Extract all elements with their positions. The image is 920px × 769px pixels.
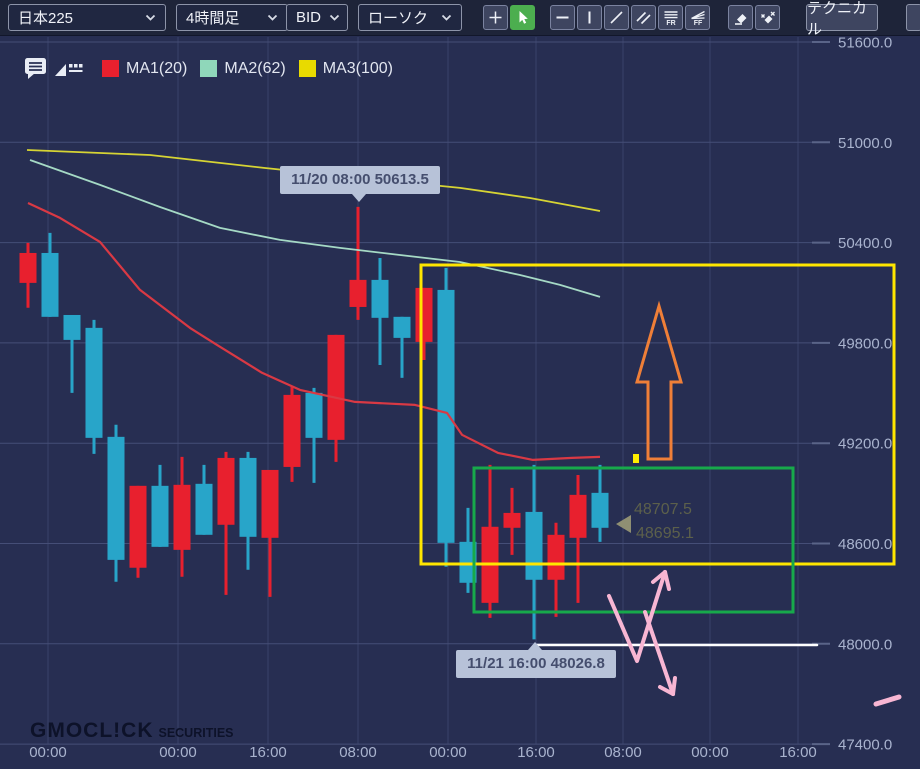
y-axis-label: 51600.0 (838, 35, 892, 52)
legend-swatch-ma1 (102, 60, 119, 77)
fibonacci-retracement-tool[interactable]: FR (658, 5, 683, 30)
drawing-toolbar: FR FF (483, 5, 782, 30)
svg-text:FF: FF (693, 20, 702, 26)
x-axis-label: 00:00 (691, 744, 729, 761)
drawing-yellow-dot (633, 454, 639, 463)
legend-item-ma1[interactable]: MA1(20) (102, 60, 187, 78)
chevron-down-icon (441, 14, 452, 21)
svg-text:FR: FR (666, 20, 675, 26)
timeframe-select[interactable]: 4時間足 (176, 4, 288, 31)
technical-indicators-button[interactable]: テクニカル (806, 0, 878, 38)
parallel-lines-tool[interactable] (631, 5, 656, 30)
chart-type-select[interactable]: ローソク (358, 4, 462, 31)
legend-swatch-ma3 (298, 60, 316, 77)
vertical-line-tool[interactable] (577, 5, 602, 30)
legend-item-ma2[interactable]: MA2(62) (200, 59, 286, 78)
chart-toolbar: 日本225 4時間足 BID ローソク FR FF テクニカル (0, 0, 920, 38)
eraser-tool[interactable] (728, 5, 753, 30)
drawing-lower-box (472, 466, 795, 614)
chart-type-select-value: ローソク (368, 10, 429, 27)
axis-labels-layer: 51600.0 51000.0 50400.0 49800.0 49200.0 48600… (29, 35, 892, 762)
data-tooltip-high: 11/20 08:00 50613.5 (280, 166, 440, 202)
price-type-select-value: BID (296, 9, 322, 26)
drawing-pink-dash (873, 694, 902, 707)
y-axis-label: 51000.0 (838, 135, 892, 152)
drawing-tools-icon[interactable] (54, 60, 83, 78)
legend-label-ma1: MA1(20) (126, 59, 188, 77)
legend-label-ma2: MA2(62) (224, 59, 286, 77)
clipped-toolbar-button[interactable] (906, 4, 920, 31)
y-axis-label: 48000.0 (838, 636, 892, 653)
clear-all-tool[interactable] (755, 5, 780, 30)
current-price-arrow (616, 515, 631, 533)
x-axis-label: 08:00 (339, 744, 377, 761)
chevron-down-icon (145, 14, 156, 21)
symbol-select[interactable]: 日本225 (8, 4, 166, 31)
price-type-select[interactable]: BID (286, 4, 348, 31)
horizontal-line-tool[interactable] (550, 5, 575, 30)
comment-bubble-icon[interactable] (24, 57, 48, 80)
legend-swatch-ma2 (200, 60, 218, 77)
timeframe-select-value: 4時間足 (186, 10, 240, 27)
y-axis-label: 48600.0 (838, 536, 892, 553)
chevron-down-icon (267, 14, 278, 21)
ma2-line (29, 159, 601, 298)
legend-item-ma3[interactable]: MA3(100) (298, 59, 393, 78)
drawing-pink-down-arrow (643, 610, 675, 696)
current-ask-price: 48707.5 (634, 501, 692, 518)
x-axis-label: 00:00 (159, 744, 197, 761)
data-tooltip-low: 11/21 16:00 48026.8 (456, 642, 616, 678)
x-axis-label: 16:00 (779, 744, 817, 761)
y-axis-label: 49800.0 (838, 335, 892, 352)
chart-legend: MA1(20) MA2(62) MA3(100) (24, 57, 393, 80)
x-axis-label: 00:00 (429, 744, 467, 761)
brand-logo-suffix: SECURITIES (158, 726, 234, 740)
grid-layer (0, 37, 830, 746)
drawings-layer (419, 263, 902, 707)
legend-label-ma3: MA3(100) (322, 59, 393, 77)
ma1-line (27, 202, 601, 461)
x-axis-label: 00:00 (29, 744, 67, 761)
current-bid-price: 48695.1 (636, 525, 694, 542)
x-axis-label: 16:00 (517, 744, 555, 761)
cursor-tool[interactable] (510, 5, 535, 30)
fibonacci-fan-tool[interactable]: FF (685, 5, 710, 30)
drawing-up-arrow (635, 300, 683, 461)
candles-layer (19, 206, 609, 640)
brand-logo-text: GMOCL!CK (30, 719, 154, 742)
crosshair-tool[interactable] (483, 5, 508, 30)
chevron-down-icon (329, 14, 340, 21)
drawing-pink-zigzag (607, 570, 667, 663)
y-axis-label: 49200.0 (838, 436, 892, 453)
y-axis-label: 47400.0 (838, 737, 892, 754)
x-axis-label: 16:00 (249, 744, 287, 761)
symbol-select-value: 日本225 (18, 10, 74, 27)
trend-line-tool[interactable] (604, 5, 629, 30)
drawing-upper-box (419, 263, 896, 566)
broker-watermark: GMOCL!CK SECURITIES (30, 719, 234, 743)
x-axis-label: 08:00 (604, 744, 642, 761)
y-axis-label: 50400.0 (838, 235, 892, 252)
